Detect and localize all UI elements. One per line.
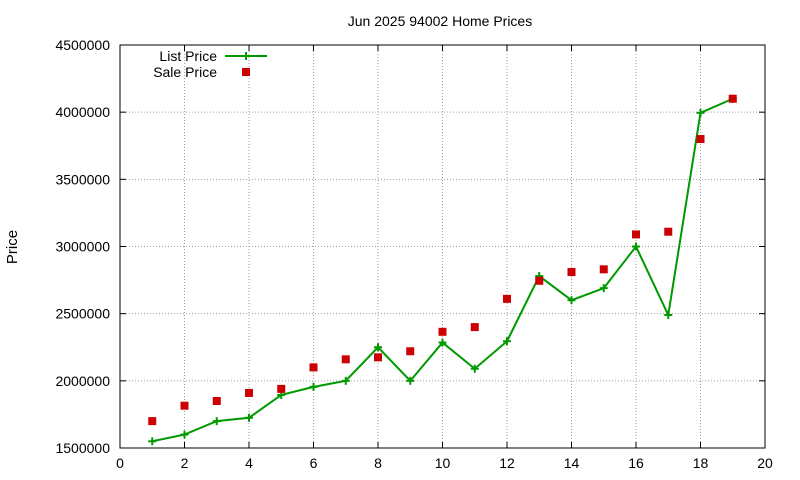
sale-price-point [599, 265, 608, 274]
x-tick-label: 16 [628, 455, 644, 471]
x-tick-label: 6 [310, 455, 318, 471]
y-tick-label: 4500000 [55, 37, 110, 53]
list-price-point [470, 364, 479, 373]
list-price-point [341, 376, 350, 385]
legend-label: List Price [159, 48, 217, 64]
list-price-point [503, 337, 511, 346]
sale-price-point [503, 294, 511, 303]
x-tick-label: 0 [116, 455, 124, 471]
list-price-point [632, 242, 640, 251]
x-tick-label: 20 [757, 455, 773, 471]
list-price-point [212, 417, 221, 426]
sale-price-point [309, 363, 318, 372]
sale-price-point [632, 230, 640, 239]
list-price-point [309, 382, 318, 391]
plot-frame [119, 44, 766, 449]
y-tick-label: 2000000 [55, 373, 110, 389]
y-axis-label: Price [4, 230, 21, 264]
sale-price-point [664, 227, 673, 236]
legend-label: Sale Price [153, 64, 217, 80]
grid [120, 45, 765, 448]
x-tick-label: 4 [245, 455, 253, 471]
sale-price-point [374, 353, 382, 362]
y-tick-label: 3500000 [55, 171, 110, 187]
x-tick-label: 14 [564, 455, 580, 471]
sale-price-point [567, 268, 576, 277]
list-price-point [148, 437, 157, 446]
x-tick-label: 2 [181, 455, 189, 471]
list-price-point [180, 430, 189, 439]
y-tick-label: 3000000 [55, 239, 110, 255]
axis-ticks: 0 2 4 6 8 10 12 14 16 18 20 1500000 2000000 2500000 30… [55, 37, 773, 471]
list-price-point [664, 311, 673, 320]
sale-price-point [148, 417, 157, 426]
y-tick-label: 1500000 [55, 440, 110, 456]
x-tick-label: 8 [374, 455, 382, 471]
chart-title: Jun 2025 94002 Home Prices [348, 13, 532, 29]
y-tick-label: 4000000 [55, 104, 110, 120]
sale-price-point [180, 401, 189, 410]
list-price-point [374, 343, 382, 352]
legend-square-marker [242, 68, 250, 76]
list-price-point [438, 338, 447, 347]
x-tick-label: 18 [693, 455, 709, 471]
x-tick-label: 10 [435, 455, 451, 471]
series-layer [148, 94, 737, 446]
list-price-point [245, 413, 253, 422]
list-price-point [406, 376, 415, 385]
sale-price-point [245, 388, 253, 397]
sale-price-point [696, 135, 705, 144]
y-tick-label: 2500000 [55, 306, 110, 322]
sale-price-point [728, 94, 737, 103]
sale-price-point [406, 347, 415, 356]
list-price-point [567, 296, 576, 305]
x-tick-label: 12 [499, 455, 515, 471]
list-price-point [599, 284, 608, 293]
sale-price-point [438, 327, 447, 336]
list-price-point [696, 108, 705, 117]
legend-plus-marker [242, 52, 250, 60]
sale-price-point [470, 323, 479, 332]
sale-price-point [212, 396, 221, 405]
sale-price-point [535, 276, 544, 285]
sale-price-point [277, 384, 286, 393]
sale-price-point [341, 355, 350, 364]
